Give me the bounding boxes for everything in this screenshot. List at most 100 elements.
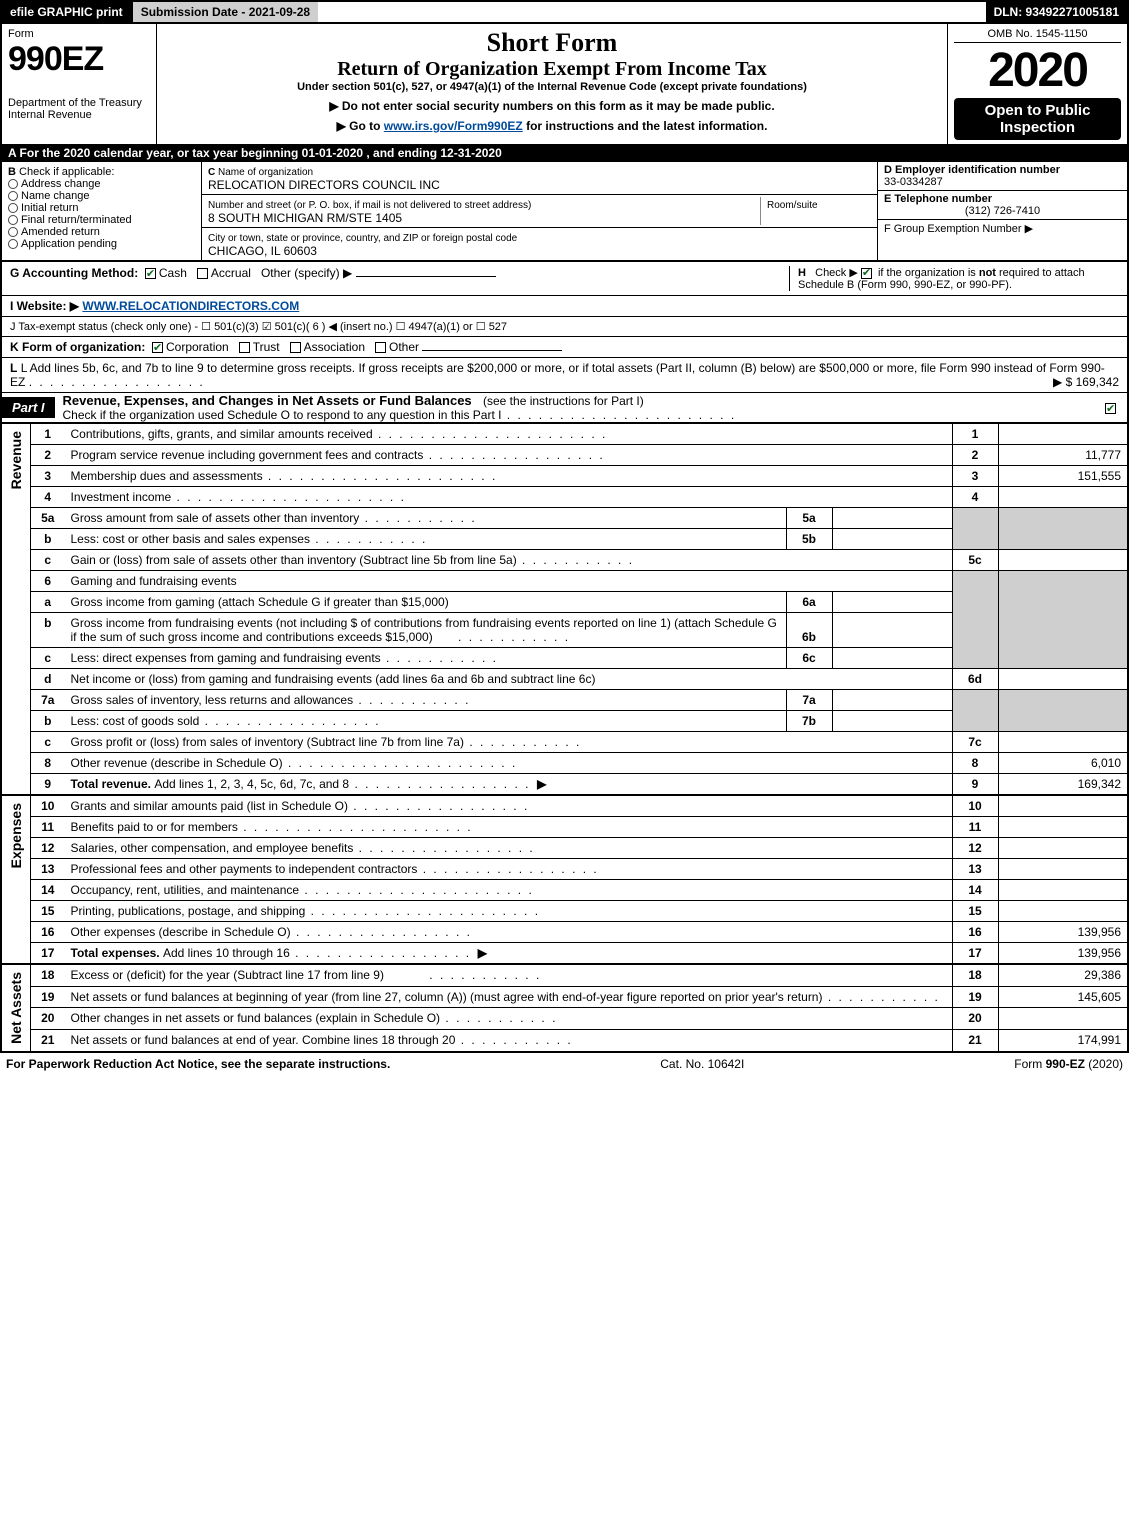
- rv-8: 6,010: [998, 753, 1128, 774]
- rn-11: 11: [952, 817, 998, 838]
- k-other: Other: [389, 340, 419, 354]
- opt-address: Address change: [21, 178, 101, 190]
- rv-16: 139,956: [998, 922, 1128, 943]
- ld-6: Gaming and fundraising events: [71, 574, 237, 588]
- chk-initial[interactable]: [8, 203, 18, 213]
- ld-20: Other changes in net assets or fund bala…: [71, 1011, 441, 1025]
- ln-13: 13: [31, 859, 65, 880]
- efile-print[interactable]: efile GRAPHIC print: [2, 2, 131, 22]
- rn-6d: 6d: [952, 669, 998, 690]
- ln-9: 9: [31, 774, 65, 796]
- ld-9b: Total revenue.: [71, 777, 155, 791]
- goto-post: for instructions and the latest informat…: [523, 119, 768, 133]
- ln-5b: b: [31, 529, 65, 550]
- rn-19: 19: [952, 986, 998, 1008]
- dept-irs: Internal Revenue: [8, 109, 150, 121]
- ld-10: Grants and similar amounts paid (list in…: [71, 799, 348, 813]
- chk-corp[interactable]: [152, 342, 163, 353]
- website-link[interactable]: WWW.RELOCATIONDIRECTORS.COM: [82, 299, 299, 313]
- city-value: CHICAGO, IL 60603: [208, 244, 317, 258]
- chk-schedule-b[interactable]: [861, 268, 872, 279]
- ln-12: 12: [31, 838, 65, 859]
- ln-4: 4: [31, 487, 65, 508]
- ld-12: Salaries, other compensation, and employ…: [71, 841, 354, 855]
- ln-2: 2: [31, 445, 65, 466]
- ld-4: Investment income: [71, 490, 172, 504]
- chk-assoc[interactable]: [290, 342, 301, 353]
- irs-link[interactable]: www.irs.gov/Form990EZ: [384, 119, 523, 133]
- rn-9: 9: [952, 774, 998, 796]
- rv-18: 29,386: [998, 964, 1128, 986]
- k-corp: Corporation: [166, 340, 229, 354]
- chk-amended[interactable]: [8, 227, 18, 237]
- rn-14: 14: [952, 880, 998, 901]
- sn-5b: 5b: [786, 529, 832, 550]
- ln-6c: c: [31, 648, 65, 669]
- chk-accrual[interactable]: [197, 268, 208, 279]
- org-name: RELOCATION DIRECTORS COUNCIL INC: [208, 178, 440, 192]
- rn-15: 15: [952, 901, 998, 922]
- c-label: C: [208, 167, 215, 178]
- rn-2: 2: [952, 445, 998, 466]
- chk-schedule-o[interactable]: [1105, 403, 1116, 414]
- footer-left: For Paperwork Reduction Act Notice, see …: [6, 1057, 390, 1071]
- ln-7c: c: [31, 732, 65, 753]
- part-i-table: Revenue 1 Contributions, gifts, grants, …: [0, 424, 1129, 1051]
- ln-5c: c: [31, 550, 65, 571]
- b-check-if: Check if applicable:: [19, 166, 114, 178]
- ld-7a: Gross sales of inventory, less returns a…: [71, 693, 354, 707]
- ln-19: 19: [31, 986, 65, 1008]
- phone-value: (312) 726-7410: [884, 205, 1121, 217]
- open-to-public: Open to Public Inspection: [954, 98, 1121, 140]
- ln-17: 17: [31, 943, 65, 965]
- ln-7a: 7a: [31, 690, 65, 711]
- g-accrual: Accrual: [211, 266, 251, 280]
- chk-name-change[interactable]: [8, 191, 18, 201]
- footer-r1: Form: [1014, 1057, 1045, 1071]
- opt-final: Final return/terminated: [21, 214, 132, 226]
- rv-2: 11,777: [998, 445, 1128, 466]
- k-trust: Trust: [253, 340, 280, 354]
- j-text: J Tax-exempt status (check only one) - ☐…: [10, 321, 507, 333]
- f-label: F Group Exemption Number ▶: [884, 223, 1033, 235]
- rn-5c: 5c: [952, 550, 998, 571]
- row-j: J Tax-exempt status (check only one) - ☐…: [0, 317, 1129, 337]
- rn-4: 4: [952, 487, 998, 508]
- ln-20: 20: [31, 1008, 65, 1030]
- chk-cash[interactable]: [145, 268, 156, 279]
- tax-year: 2020: [954, 43, 1121, 98]
- k-assoc: Association: [304, 340, 365, 354]
- ln-6d: d: [31, 669, 65, 690]
- ld-17: Add lines 10 through 16: [163, 946, 290, 960]
- rn-17: 17: [952, 943, 998, 965]
- d-label: D Employer identification number: [884, 164, 1060, 176]
- chk-trust[interactable]: [239, 342, 250, 353]
- rv-11: [998, 817, 1128, 838]
- ln-6b: b: [31, 613, 65, 648]
- return-title: Return of Organization Exempt From Incom…: [163, 58, 941, 81]
- ld-14: Occupancy, rent, utilities, and maintena…: [71, 883, 300, 897]
- chk-final[interactable]: [8, 215, 18, 225]
- row-i: I Website: ▶ WWW.RELOCATIONDIRECTORS.COM: [0, 296, 1129, 317]
- form-word: Form: [8, 28, 150, 40]
- ld-7c: Gross profit or (loss) from sales of inv…: [71, 735, 464, 749]
- rn-20: 20: [952, 1008, 998, 1030]
- ld-7b: Less: cost of goods sold: [71, 714, 200, 728]
- sn-5a: 5a: [786, 508, 832, 529]
- ld-18: Excess or (deficit) for the year (Subtra…: [71, 968, 384, 982]
- chk-pending[interactable]: [8, 239, 18, 249]
- top-bar: efile GRAPHIC print Submission Date - 20…: [0, 0, 1129, 24]
- ld-19: Net assets or fund balances at beginning…: [71, 990, 823, 1004]
- ssn-warning: ▶ Do not enter social security numbers o…: [163, 99, 941, 113]
- chk-other[interactable]: [375, 342, 386, 353]
- chk-address-change[interactable]: [8, 179, 18, 189]
- sn-6b: 6b: [786, 613, 832, 648]
- b-label: B: [8, 166, 16, 178]
- ld-6c: Less: direct expenses from gaming and fu…: [71, 651, 381, 665]
- opt-pending: Application pending: [21, 238, 117, 250]
- rv-20: [998, 1008, 1128, 1030]
- ld-1: Contributions, gifts, grants, and simila…: [71, 427, 373, 441]
- rn-3: 3: [952, 466, 998, 487]
- section-a-band: A For the 2020 calendar year, or tax yea…: [0, 144, 1129, 162]
- i-label: I Website: ▶: [10, 299, 79, 313]
